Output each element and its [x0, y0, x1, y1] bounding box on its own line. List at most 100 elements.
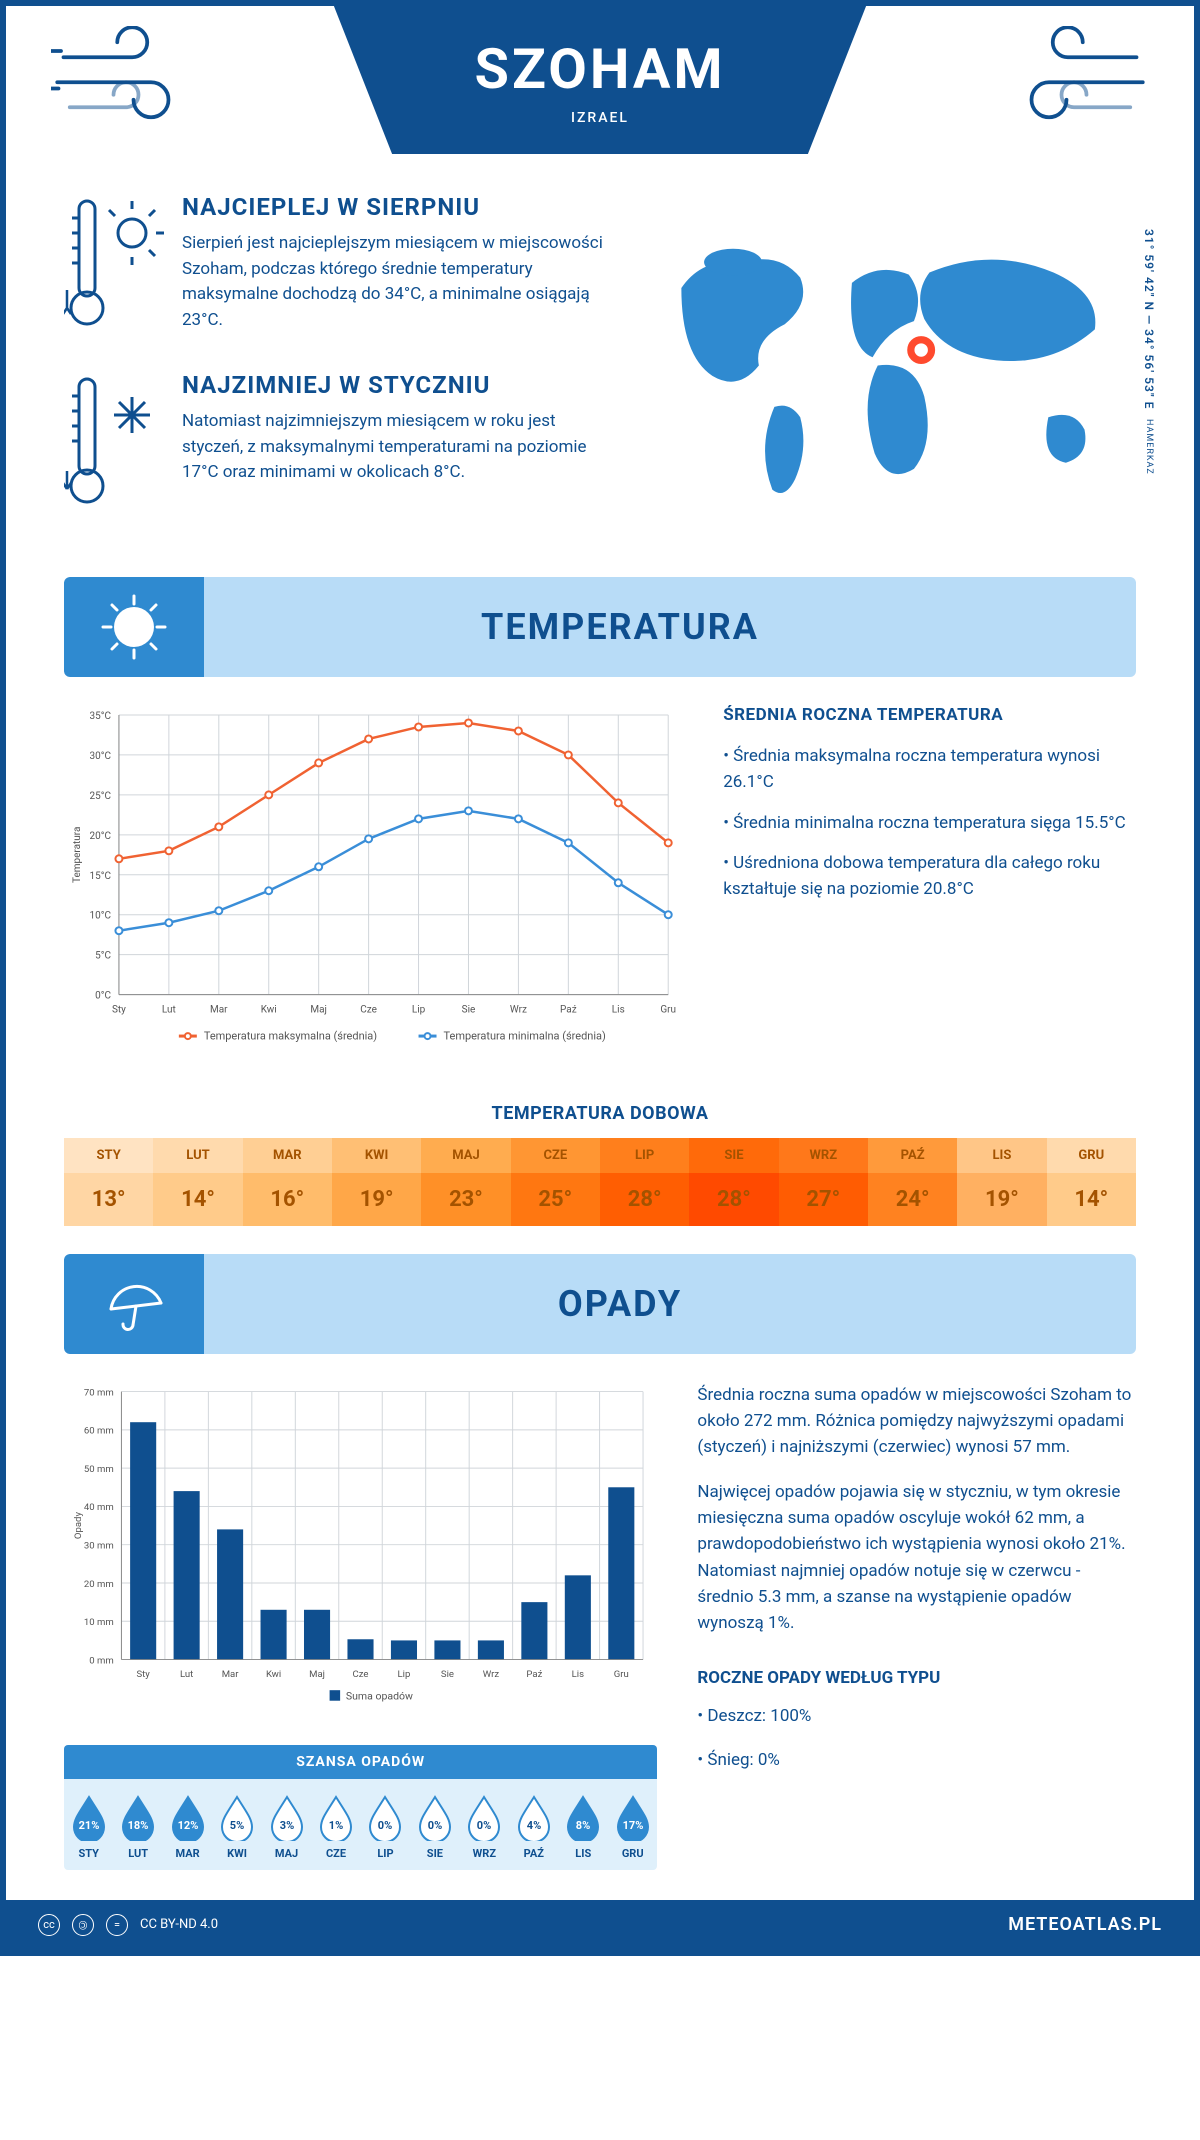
- svg-text:17%: 17%: [622, 1819, 643, 1832]
- coordinates: 31° 59' 42" N — 34° 56' 53" E HAMERKAZ: [1142, 229, 1156, 475]
- chance-cell: 12% MAR: [163, 1793, 212, 1860]
- chance-title: SZANSA OPADÓW: [64, 1745, 657, 1779]
- svg-text:Maj: Maj: [309, 1668, 325, 1679]
- svg-text:Opady: Opady: [73, 1511, 84, 1539]
- daily-cell: STY 13°: [64, 1138, 153, 1226]
- sun-icon: [99, 592, 169, 662]
- svg-text:Cze: Cze: [360, 1005, 377, 1016]
- svg-text:Sie: Sie: [441, 1668, 454, 1679]
- svg-text:Lip: Lip: [398, 1668, 411, 1679]
- svg-text:12%: 12%: [177, 1819, 198, 1832]
- svg-text:Temperatura maksymalna (średni: Temperatura maksymalna (średnia): [204, 1030, 377, 1043]
- daily-cell: WRZ 27°: [779, 1138, 868, 1226]
- svg-text:0%: 0%: [428, 1819, 442, 1832]
- section-title: TEMPERATURA: [204, 606, 1136, 648]
- svg-text:Lis: Lis: [612, 1005, 625, 1016]
- precip-type-title: ROCZNE OPADY WEDŁUG TYPU: [697, 1665, 1136, 1691]
- cold-title: NAJZIMNIEJ W STYCZNIU: [182, 371, 610, 399]
- daily-cell: MAJ 23°: [421, 1138, 510, 1226]
- svg-text:1%: 1%: [329, 1819, 343, 1832]
- section-head-temperature: TEMPERATURA: [64, 577, 1136, 677]
- daily-cell: CZE 25°: [511, 1138, 600, 1226]
- daily-cell: GRU 14°: [1047, 1138, 1136, 1226]
- header: SZOHAM IZRAEL: [184, 6, 1016, 154]
- chance-cell: 5% KWI: [212, 1793, 261, 1860]
- svg-text:Temperatura minimalna (średnia: Temperatura minimalna (średnia): [444, 1030, 606, 1043]
- svg-text:Lut: Lut: [162, 1005, 176, 1016]
- intro-section: NAJCIEPLEJ W SIERPNIU Sierpień jest najc…: [64, 193, 1136, 549]
- footer: cc 🄯 = CC BY-ND 4.0 METEOATLAS.PL: [6, 1900, 1194, 1950]
- thermometer-sun-icon: [64, 193, 164, 337]
- precip-rain: • Deszcz: 100%: [697, 1703, 1136, 1729]
- svg-text:Gru: Gru: [660, 1005, 676, 1016]
- temp-info-b2: • Średnia minimalna roczna temperatura s…: [723, 810, 1136, 836]
- svg-text:18%: 18%: [128, 1819, 149, 1832]
- daily-title: TEMPERATURA DOBOWA: [64, 1103, 1136, 1124]
- daily-temp-table: STY 13° LUT 14° MAR 16° KWI 19° MAJ 23° …: [64, 1138, 1136, 1226]
- svg-text:0%: 0%: [378, 1819, 392, 1832]
- svg-text:40 mm: 40 mm: [84, 1502, 114, 1513]
- precipitation-chart: 0 mm10 mm20 mm30 mm40 mm50 mm60 mm70 mmS…: [64, 1382, 657, 1721]
- svg-text:10 mm: 10 mm: [84, 1617, 114, 1628]
- temperature-info: ŚREDNIA ROCZNA TEMPERATURA • Średnia mak…: [723, 705, 1136, 1069]
- license-text: CC BY-ND 4.0: [140, 1917, 218, 1932]
- svg-text:0°C: 0°C: [95, 991, 111, 1002]
- svg-text:Mar: Mar: [222, 1668, 240, 1679]
- world-map: 31° 59' 42" N — 34° 56' 53" E HAMERKAZ: [640, 193, 1136, 549]
- svg-text:Cze: Cze: [353, 1668, 369, 1679]
- cold-text: Natomiast najzimniejszym miesiącem w rok…: [182, 409, 610, 486]
- daily-cell: MAR 16°: [243, 1138, 332, 1226]
- thermometer-snow-icon: [64, 371, 164, 515]
- svg-text:Kwi: Kwi: [266, 1668, 281, 1679]
- hot-text: Sierpień jest najcieplejszym miesiącem w…: [182, 231, 610, 333]
- svg-text:70 mm: 70 mm: [84, 1387, 114, 1398]
- chance-cell: 0% WRZ: [460, 1793, 509, 1860]
- svg-text:Lis: Lis: [572, 1668, 584, 1679]
- svg-text:30 mm: 30 mm: [84, 1540, 114, 1551]
- umbrella-icon: [99, 1269, 169, 1339]
- section-head-precipitation: OPADY: [64, 1254, 1136, 1354]
- svg-text:0%: 0%: [477, 1819, 491, 1832]
- nd-icon: =: [106, 1914, 128, 1936]
- svg-text:Suma opadów: Suma opadów: [346, 1689, 413, 1702]
- svg-text:35°C: 35°C: [90, 711, 112, 722]
- svg-text:Sie: Sie: [462, 1005, 476, 1016]
- svg-text:20 mm: 20 mm: [84, 1578, 114, 1589]
- chance-cell: 1% CZE: [311, 1793, 360, 1860]
- svg-text:30°C: 30°C: [90, 751, 112, 762]
- daily-cell: PAŹ 24°: [868, 1138, 957, 1226]
- daily-cell: LUT 14°: [153, 1138, 242, 1226]
- precipitation-info: Średnia roczna suma opadów w miejscowośc…: [697, 1382, 1136, 1870]
- svg-text:Gru: Gru: [614, 1668, 629, 1679]
- temp-info-b1: • Średnia maksymalna roczna temperatura …: [723, 743, 1136, 796]
- svg-text:5°C: 5°C: [95, 951, 111, 962]
- precip-p2: Najwięcej opadów pojawia się w styczniu,…: [697, 1479, 1136, 1637]
- svg-text:25°C: 25°C: [90, 791, 112, 802]
- city-name: SZOHAM: [184, 36, 1016, 102]
- chance-cell: 0% LIP: [361, 1793, 410, 1860]
- svg-text:8%: 8%: [576, 1819, 590, 1832]
- hot-block: NAJCIEPLEJ W SIERPNIU Sierpień jest najc…: [64, 193, 610, 337]
- chance-cell: 0% SIE: [410, 1793, 459, 1860]
- cc-icon: cc: [38, 1914, 60, 1936]
- section-title: OPADY: [204, 1283, 1136, 1325]
- hot-title: NAJCIEPLEJ W SIERPNIU: [182, 193, 610, 221]
- daily-cell: SIE 28°: [689, 1138, 778, 1226]
- svg-text:5%: 5%: [230, 1819, 244, 1832]
- svg-text:Maj: Maj: [310, 1005, 327, 1016]
- coords-region: HAMERKAZ: [1144, 419, 1154, 475]
- svg-text:Mar: Mar: [210, 1005, 228, 1016]
- svg-text:Sty: Sty: [112, 1005, 126, 1016]
- svg-text:0 mm: 0 mm: [89, 1655, 114, 1666]
- svg-text:Sty: Sty: [136, 1668, 150, 1679]
- svg-text:Lut: Lut: [180, 1668, 193, 1679]
- svg-text:3%: 3%: [279, 1819, 293, 1832]
- temp-info-b3: • Uśredniona dobowa temperatura dla całe…: [723, 850, 1136, 903]
- coords-value: 31° 59' 42" N — 34° 56' 53" E: [1142, 229, 1156, 409]
- svg-text:Wrz: Wrz: [483, 1668, 500, 1679]
- svg-text:4%: 4%: [527, 1819, 541, 1832]
- svg-text:Paź: Paź: [526, 1668, 542, 1679]
- chance-cell: 3% MAJ: [262, 1793, 311, 1860]
- svg-text:Wrz: Wrz: [510, 1005, 527, 1016]
- temp-info-title: ŚREDNIA ROCZNA TEMPERATURA: [723, 705, 1136, 725]
